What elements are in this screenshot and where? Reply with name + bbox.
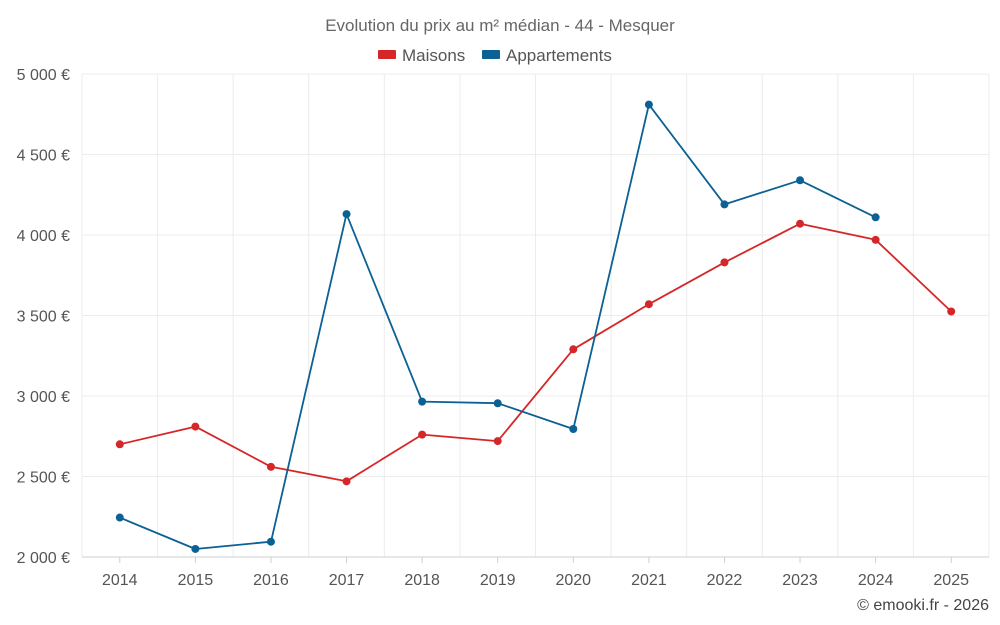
data-point-maisons[interactable] [418,430,427,439]
data-point-appartements[interactable] [493,399,502,408]
series-appartements [115,100,880,553]
data-point-appartements[interactable] [191,544,200,553]
y-tick-label: 5 000 € [17,67,70,84]
y-tick-label: 2 000 € [17,550,70,567]
x-tick-label: 2020 [555,572,591,589]
data-point-maisons[interactable] [493,437,502,446]
data-point-maisons[interactable] [266,462,275,471]
y-tick-label: 2 500 € [17,470,70,487]
series-layer [115,100,956,553]
x-axis: 2014 2015 2016 2017 2018 2019 2020 2021 2022 2023… [82,556,989,589]
data-point-maisons[interactable] [191,422,200,431]
x-tick-label: 2025 [933,572,969,589]
legend-item-appartements[interactable]: Appartements [482,46,612,65]
y-tick-label: 3 500 € [17,309,70,326]
data-point-maisons[interactable] [871,235,880,244]
legend-swatch-maisons [378,50,396,59]
legend-swatch-appartements [482,50,500,59]
data-point-appartements[interactable] [569,425,578,434]
data-point-appartements[interactable] [796,176,805,185]
x-tick-label: 2022 [707,572,743,589]
data-point-appartements[interactable] [418,397,427,406]
x-tick-label: 2024 [858,572,894,589]
data-point-maisons[interactable] [796,219,805,228]
gridlines [81,73,990,557]
x-tick-label: 2014 [102,572,138,589]
legend-label-appartements: Appartements [506,46,612,65]
legend-item-maisons[interactable]: Maisons [378,46,465,65]
credit-text: © emooki.fr - 2026 [857,597,989,614]
data-point-appartements[interactable] [871,213,880,222]
series-maisons [115,219,956,486]
y-tick-label: 4 000 € [17,228,70,245]
data-point-maisons[interactable] [720,258,729,267]
legend-label-maisons: Maisons [402,46,465,65]
y-tick-label: 3 000 € [17,389,70,406]
data-point-appartements[interactable] [266,537,275,546]
x-tick-label: 2023 [782,572,818,589]
x-tick-label: 2021 [631,572,667,589]
y-axis: 2 000 € 2 500 € 3 000 € 3 500 € 4 000 € 4 500… [17,67,70,567]
data-point-maisons[interactable] [644,300,653,309]
data-point-maisons[interactable] [342,477,351,486]
chart-title: Evolution du prix au m² médian - 44 - Me… [325,16,675,35]
y-tick-label: 4 500 € [17,148,70,165]
data-point-maisons[interactable] [947,307,956,316]
data-point-appartements[interactable] [342,210,351,219]
legend[interactable]: Maisons Appartements [378,46,612,65]
data-point-appartements[interactable] [720,200,729,209]
x-tick-label: 2017 [329,572,365,589]
data-point-appartements[interactable] [644,100,653,109]
data-point-maisons[interactable] [115,440,124,449]
series-line-maisons [119,222,952,483]
x-tick-label: 2016 [253,572,289,589]
data-point-maisons[interactable] [569,345,578,354]
x-tick-label: 2019 [480,572,516,589]
x-tick-label: 2015 [178,572,214,589]
data-point-appartements[interactable] [115,513,124,522]
x-tick-label: 2018 [404,572,440,589]
